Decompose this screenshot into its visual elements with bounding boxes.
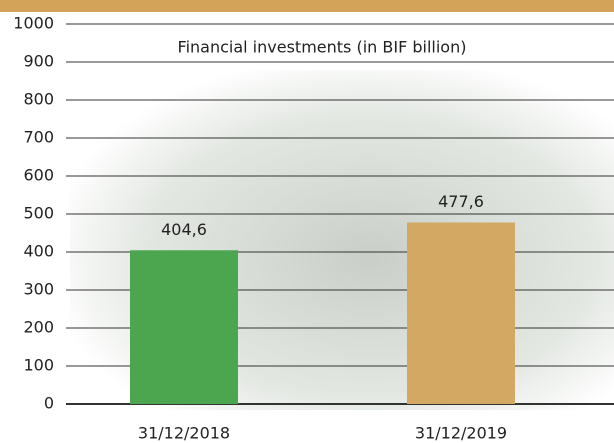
y-tick-label: 600 [23, 166, 54, 185]
y-tick-label: 200 [23, 318, 54, 337]
y-tick-label: 700 [23, 128, 54, 147]
y-tick-label: 300 [23, 280, 54, 299]
y-tick-label: 900 [23, 52, 54, 71]
x-tick-label: 31/12/2018 [138, 424, 230, 443]
y-tick-label: 0 [44, 394, 54, 413]
top-band [0, 0, 614, 12]
y-tick-label: 800 [23, 90, 54, 109]
value-label: 477,6 [438, 192, 484, 211]
y-tick-label: 400 [23, 242, 54, 261]
chart-title: Financial investments (in BIF billion) [178, 38, 467, 57]
value-label: 404,6 [161, 220, 207, 239]
bar [407, 222, 515, 404]
y-tick-label: 100 [23, 356, 54, 375]
y-tick-label: 1000 [13, 14, 54, 33]
x-tick-label: 31/12/2019 [415, 424, 507, 443]
bar [130, 250, 238, 404]
y-tick-label: 500 [23, 204, 54, 223]
